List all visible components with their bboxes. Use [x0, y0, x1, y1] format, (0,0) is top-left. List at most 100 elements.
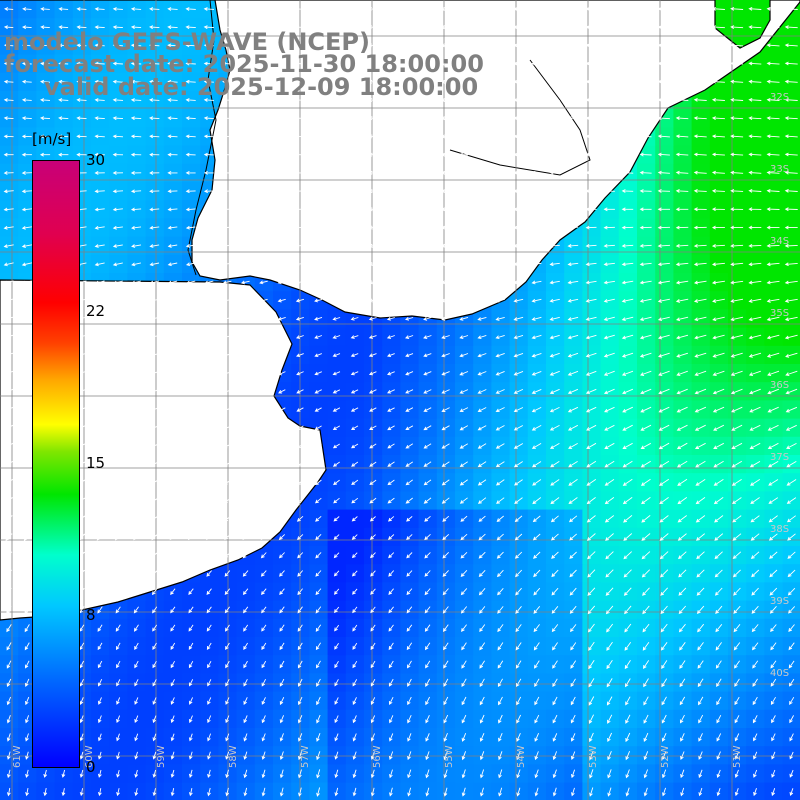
wind-arrow: [95, 370, 105, 376]
wind-arrow: [643, 696, 649, 706]
wind-arrow: [333, 516, 340, 522]
wind-arrow: [767, 424, 779, 431]
wind-arrow: [657, 97, 670, 102]
wind-arrow: [639, 43, 652, 48]
wind-arrow: [640, 424, 652, 431]
lat-label: 40S: [770, 668, 789, 679]
wind-arrow: [513, 243, 524, 248]
wind-arrow: [750, 551, 760, 560]
wind-arrow: [4, 7, 14, 11]
wind-arrow: [113, 352, 123, 358]
wind-arrow: [4, 424, 14, 431]
wind-arrow: [585, 225, 597, 230]
wind-arrow: [621, 189, 634, 193]
wind-arrow: [693, 207, 707, 212]
wind-arrow: [697, 678, 704, 688]
wind-arrow: [621, 352, 634, 358]
wind-arrow: [407, 769, 412, 779]
wind-arrow: [149, 262, 160, 267]
lon-label: 56W: [372, 745, 383, 768]
wind-arrow: [552, 751, 558, 761]
wind-arrow: [222, 152, 232, 157]
wind-arrow: [567, 352, 579, 358]
wind-arrow: [206, 588, 212, 596]
wind-arrow: [496, 497, 505, 504]
wind-arrow: [22, 370, 32, 376]
wind-arrow: [422, 7, 432, 11]
wind-arrow: [351, 516, 358, 522]
wind-arrow: [711, 152, 725, 157]
wind-arrow: [134, 679, 139, 687]
wind-arrow: [279, 660, 285, 669]
wind-arrow: [313, 207, 323, 212]
wind-arrow: [115, 606, 121, 614]
wind-arrow: [603, 152, 615, 157]
wind-arrow: [769, 587, 778, 596]
wind-arrow: [477, 152, 487, 157]
wind-arrow: [531, 370, 542, 376]
lon-label: 58W: [228, 745, 239, 768]
wind-arrow: [585, 134, 597, 139]
wind-arrow: [784, 225, 798, 230]
wind-arrow: [603, 244, 615, 248]
wind-arrow: [334, 642, 339, 650]
wind-arrow: [694, 388, 707, 395]
wind-arrow: [313, 152, 323, 157]
wind-arrow: [514, 479, 523, 486]
wind-arrow: [314, 407, 322, 412]
wind-arrow: [551, 587, 559, 596]
wind-arrow: [131, 280, 141, 285]
wind-arrow: [732, 515, 742, 523]
wind-arrow: [442, 624, 449, 632]
wind-arrow: [241, 316, 250, 321]
wind-arrow: [332, 207, 341, 212]
wind-arrow: [258, 116, 269, 121]
wind-arrow: [278, 497, 286, 504]
wind-arrow: [675, 116, 689, 120]
wind-arrow: [203, 116, 214, 121]
wind-arrow: [116, 715, 121, 724]
wind-arrow: [695, 515, 706, 523]
wind-arrow: [406, 516, 413, 522]
wind-arrow: [495, 316, 505, 321]
wind-arrow: [678, 605, 687, 615]
wind-arrow: [313, 170, 323, 175]
wind-arrow: [495, 407, 505, 413]
wind-arrow: [693, 244, 707, 248]
wind-arrow: [203, 61, 214, 66]
wind-arrow: [242, 552, 249, 559]
wind-arrow: [661, 714, 667, 724]
wind-arrow: [206, 515, 213, 522]
wind-arrow: [241, 389, 250, 394]
wind-arrow: [259, 389, 268, 394]
wind-arrow: [277, 335, 286, 339]
wind-arrow: [204, 334, 214, 339]
wind-arrow: [459, 461, 468, 468]
wind-arrow: [351, 461, 359, 467]
wind-arrow: [496, 551, 504, 559]
wind-arrow: [730, 244, 744, 248]
wind-arrow: [753, 751, 758, 760]
wind-arrow: [748, 6, 762, 11]
wind-arrow: [788, 678, 795, 687]
wind-arrow: [261, 769, 266, 779]
wind-arrow: [423, 280, 432, 285]
wind-arrow: [567, 79, 579, 84]
wind-arrow: [641, 497, 651, 505]
wind-arrow: [350, 335, 359, 339]
colorbar-tick-0: 0: [86, 758, 96, 776]
wind-arrow: [386, 25, 396, 30]
wind-arrow: [748, 97, 762, 102]
wind-arrow: [693, 79, 707, 84]
wind-arrow: [94, 280, 105, 285]
wind-arrow: [515, 587, 522, 596]
wind-arrow: [422, 225, 432, 230]
wind-arrow: [495, 25, 505, 30]
wind-arrow: [170, 570, 176, 577]
wind-arrow: [694, 334, 707, 340]
wind-arrow: [533, 551, 541, 559]
wind-arrow: [785, 424, 797, 431]
wind-arrow: [23, 479, 31, 486]
wind-arrow: [766, 188, 780, 193]
wind-arrow: [131, 316, 141, 321]
